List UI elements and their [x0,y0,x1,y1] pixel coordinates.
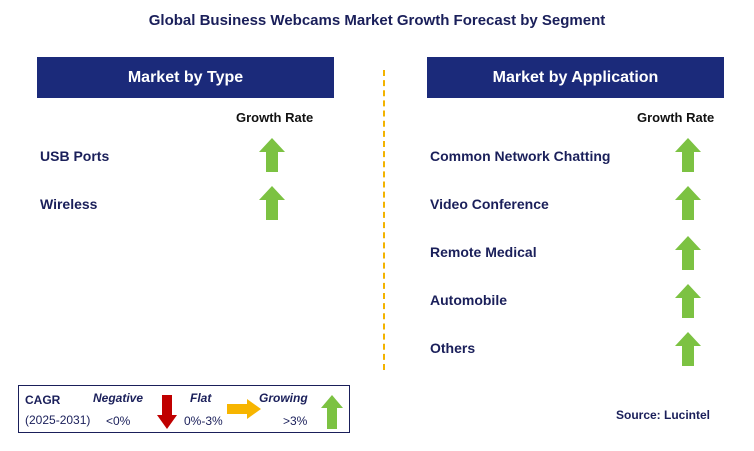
up-arrow-icon [675,236,701,270]
legend-negative-label: Negative [93,391,144,405]
up-arrow-icon [675,332,701,366]
application-row-label: Automobile [430,292,507,308]
type-row-label: Wireless [40,196,98,212]
panel-divider [383,70,385,370]
legend-period: (2025-2031) [25,413,91,427]
legend-growing-label: Growing [259,391,308,405]
legend-flat-label: Flat [190,391,212,405]
legend-negative-range: <0% [106,414,131,428]
up-arrow-icon [259,186,285,220]
application-panel-header: Market by Application [427,57,724,98]
source-note: Source: Lucintel [616,408,711,422]
application-row-label: Video Conference [430,196,549,212]
application-row-label: Others [430,340,476,356]
legend-flat-range: 0%-3% [184,414,223,428]
right-arrow-icon [227,399,261,419]
cagr-legend: CAGR (2025-2031) Negative <0% Flat 0%-3%… [18,385,350,433]
up-arrow-icon [675,284,701,318]
up-arrow-icon [259,138,285,172]
type-growth-rate-label: Growth Rate [236,110,314,125]
legend-growing-range: >3% [283,414,308,428]
up-arrow-icon [321,395,343,429]
application-row-label: Remote Medical [430,244,537,260]
application-row-label: Common Network Chatting [430,148,611,164]
application-growth-rate-label: Growth Rate [637,110,715,125]
down-arrow-icon [157,395,177,429]
legend-cagr-label: CAGR [25,393,61,407]
up-arrow-icon [675,186,701,220]
up-arrow-icon [675,138,701,172]
page-title: Global Business Webcams Market Growth Fo… [148,12,606,29]
type-panel-header: Market by Type [37,57,334,98]
type-row-label: USB Ports [40,148,110,164]
